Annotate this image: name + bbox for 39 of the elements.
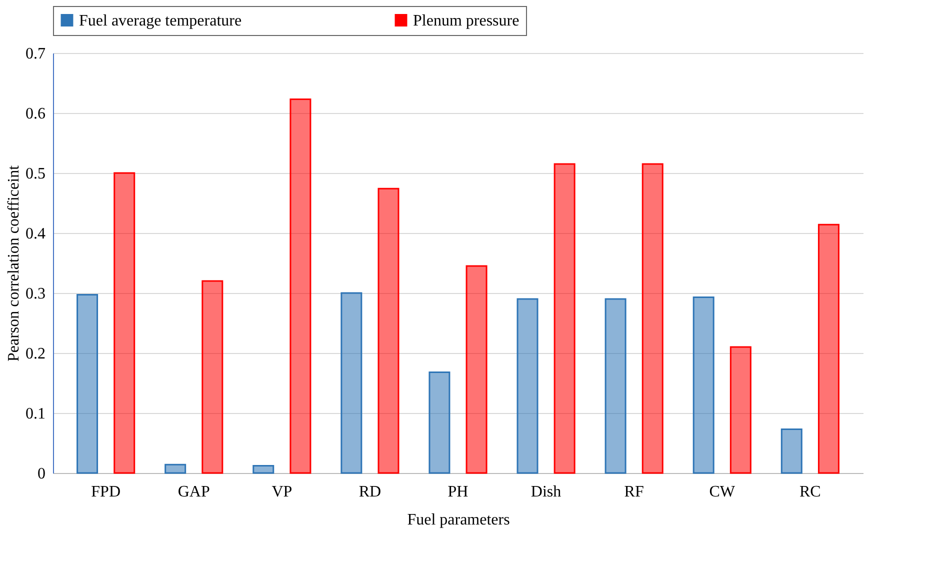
bar bbox=[466, 265, 488, 474]
y-tick-label: 0.7 bbox=[26, 46, 46, 62]
x-tick-label: FPD bbox=[91, 484, 121, 500]
bar bbox=[164, 464, 186, 474]
x-tick-label: RC bbox=[800, 484, 821, 500]
bar bbox=[202, 280, 224, 474]
bar bbox=[780, 428, 802, 474]
bar bbox=[252, 465, 274, 474]
y-tick-label: 0 bbox=[38, 466, 46, 482]
bar bbox=[378, 188, 400, 474]
x-axis-title: Fuel parameters bbox=[407, 512, 510, 528]
legend-label: Fuel average temperature bbox=[79, 12, 242, 30]
legend-label: Plenum pressure bbox=[413, 12, 520, 30]
bar bbox=[730, 346, 752, 474]
bar bbox=[818, 224, 840, 474]
bar bbox=[76, 294, 98, 474]
bar bbox=[642, 163, 664, 474]
x-tick-label: CW bbox=[709, 484, 736, 500]
x-tick-label: GAP bbox=[178, 484, 210, 500]
x-tick-label: RD bbox=[358, 484, 382, 500]
x-tick-label: Dish bbox=[530, 484, 562, 500]
bar bbox=[516, 298, 538, 474]
bar bbox=[428, 371, 450, 474]
x-tick-label: PH bbox=[448, 484, 469, 500]
y-tick-label: 0.6 bbox=[26, 106, 46, 122]
bar bbox=[692, 296, 714, 474]
y-tick-label: 0.4 bbox=[26, 226, 46, 242]
y-axis-title: Pearson correlation coefficeint bbox=[6, 164, 22, 362]
bar bbox=[554, 163, 576, 474]
y-tick-label: 0.5 bbox=[26, 166, 46, 182]
x-tick-label: VP bbox=[272, 484, 292, 500]
bar bbox=[604, 298, 626, 474]
bar bbox=[290, 98, 312, 474]
bar bbox=[340, 292, 362, 474]
y-tick-label: 0.2 bbox=[26, 346, 46, 362]
y-tick-label: 0.1 bbox=[26, 406, 46, 422]
y-tick-label: 0.3 bbox=[26, 286, 46, 302]
bar bbox=[114, 172, 136, 474]
x-tick-label: RF bbox=[624, 484, 644, 500]
